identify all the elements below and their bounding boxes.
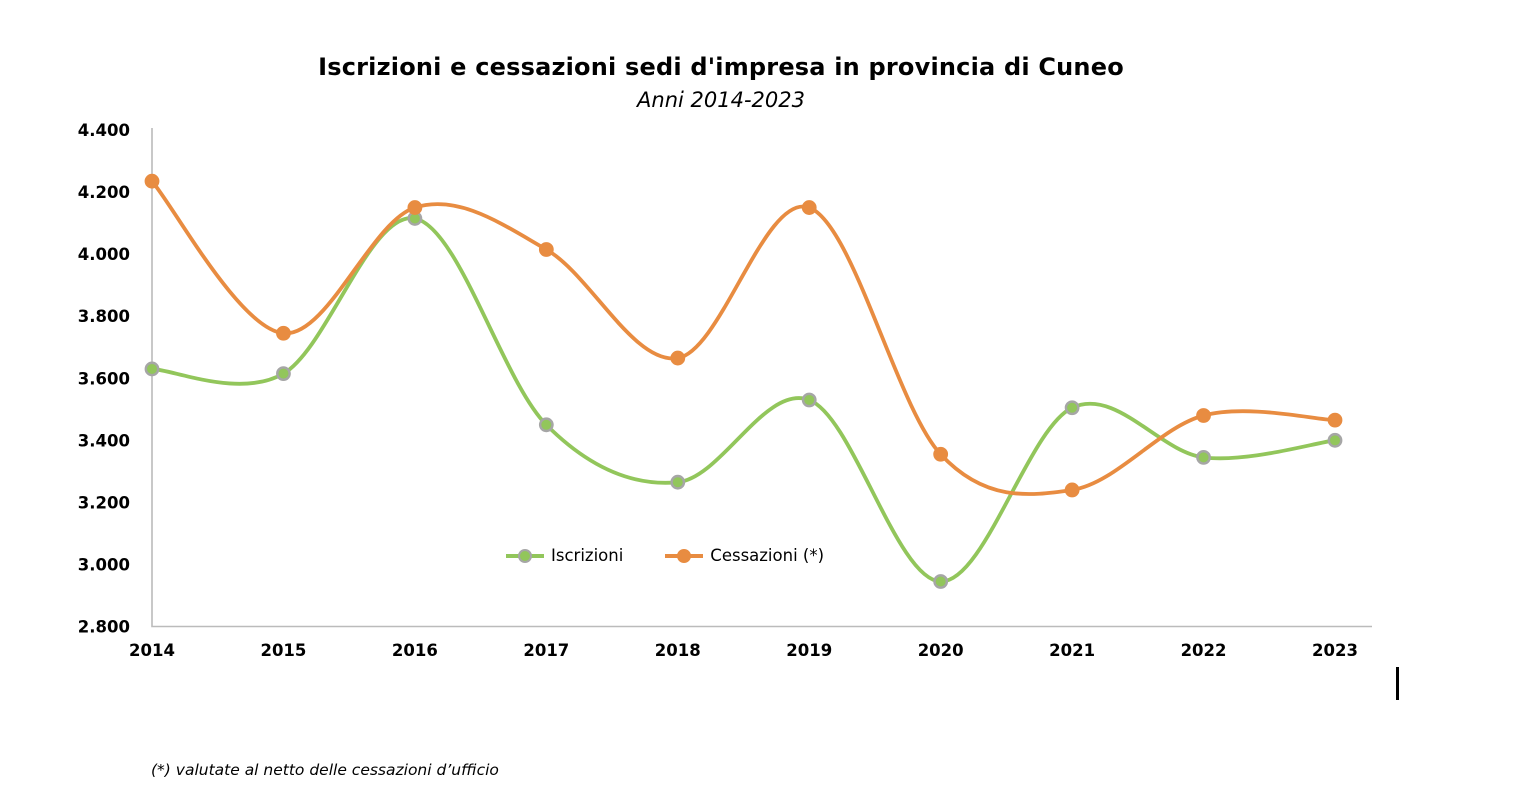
x-axis-tick-label: 2014 [129,641,175,660]
x-axis-tick-label: 2015 [260,641,306,660]
x-axis-tick-label: 2020 [918,641,964,660]
axis-lines [151,128,1372,628]
legend-item-cessazioni: Cessazioni (*) [665,546,824,565]
iscrizioni-dot-icon [518,548,532,563]
data-point-iscrizioni [538,417,554,433]
data-point-iscrizioni [144,361,160,377]
data-point-cessazioni [1196,408,1211,423]
y-axis-tick-label: 3.800 [78,307,130,326]
data-point-cessazioni [407,200,423,215]
y-axis-tick-label: 2.800 [78,618,130,637]
data-point-iscrizioni [670,474,686,490]
data-point-cessazioni [276,325,291,341]
data-point-iscrizioni [801,392,817,408]
data-point-cessazioni [538,242,554,257]
y-axis-tick-label: 4.000 [78,245,130,264]
data-point-iscrizioni [1196,449,1211,465]
data-point-iscrizioni [1327,432,1343,448]
x-axis-tick-label: 2018 [655,641,701,660]
x-axis-tick-label: 2021 [1049,641,1095,660]
x-axis-tick-label: 2017 [523,641,569,660]
y-axis-tick-label: 3.400 [78,431,130,450]
y-axis-tick-label: 3.000 [78,555,130,574]
chart-title: Iscrizioni e cessazioni sedi d'impresa i… [318,53,1124,81]
legend-label-iscrizioni: Iscrizioni [551,546,624,565]
data-point-iscrizioni [276,366,291,381]
cursor-bar [1396,667,1399,700]
series-line-iscrizioni [150,216,1337,584]
data-point-cessazioni [144,173,160,189]
chart-legend: Iscrizioni Cessazioni (*) [506,546,824,565]
y-axis-tick-label: 3.200 [78,493,130,512]
legend-item-iscrizioni: Iscrizioni [506,546,623,565]
x-axis-tick-label: 2023 [1312,641,1358,660]
data-point-cessazioni [1064,482,1080,498]
footnote: (*) valutate al netto delle cessazioni d… [151,761,499,779]
x-axis-tick-label: 2019 [786,641,832,660]
data-point-cessazioni [670,350,686,366]
chart-subtitle: Anni 2014-2023 [637,88,805,112]
cessazioni-line-marker-icon [665,548,704,563]
cessazioni-dot-icon [677,548,692,563]
y-axis-tick-label: 4.200 [78,183,130,202]
x-axis-tick-label: 2016 [392,641,438,660]
data-point-cessazioni [801,200,817,215]
x-axis-tick-label: 2022 [1181,641,1227,660]
data-point-iscrizioni [933,574,949,589]
y-axis-tick-label: 3.600 [78,369,130,388]
y-axis-tick-label: 4.400 [78,121,130,140]
legend-label-cessazioni: Cessazioni (*) [710,546,825,565]
iscrizioni-line-marker-icon [506,548,544,563]
series-line-cessazioni [150,179,1337,496]
data-point-cessazioni [1327,412,1343,428]
data-point-cessazioni [933,446,949,462]
data-point-iscrizioni [1064,400,1080,416]
